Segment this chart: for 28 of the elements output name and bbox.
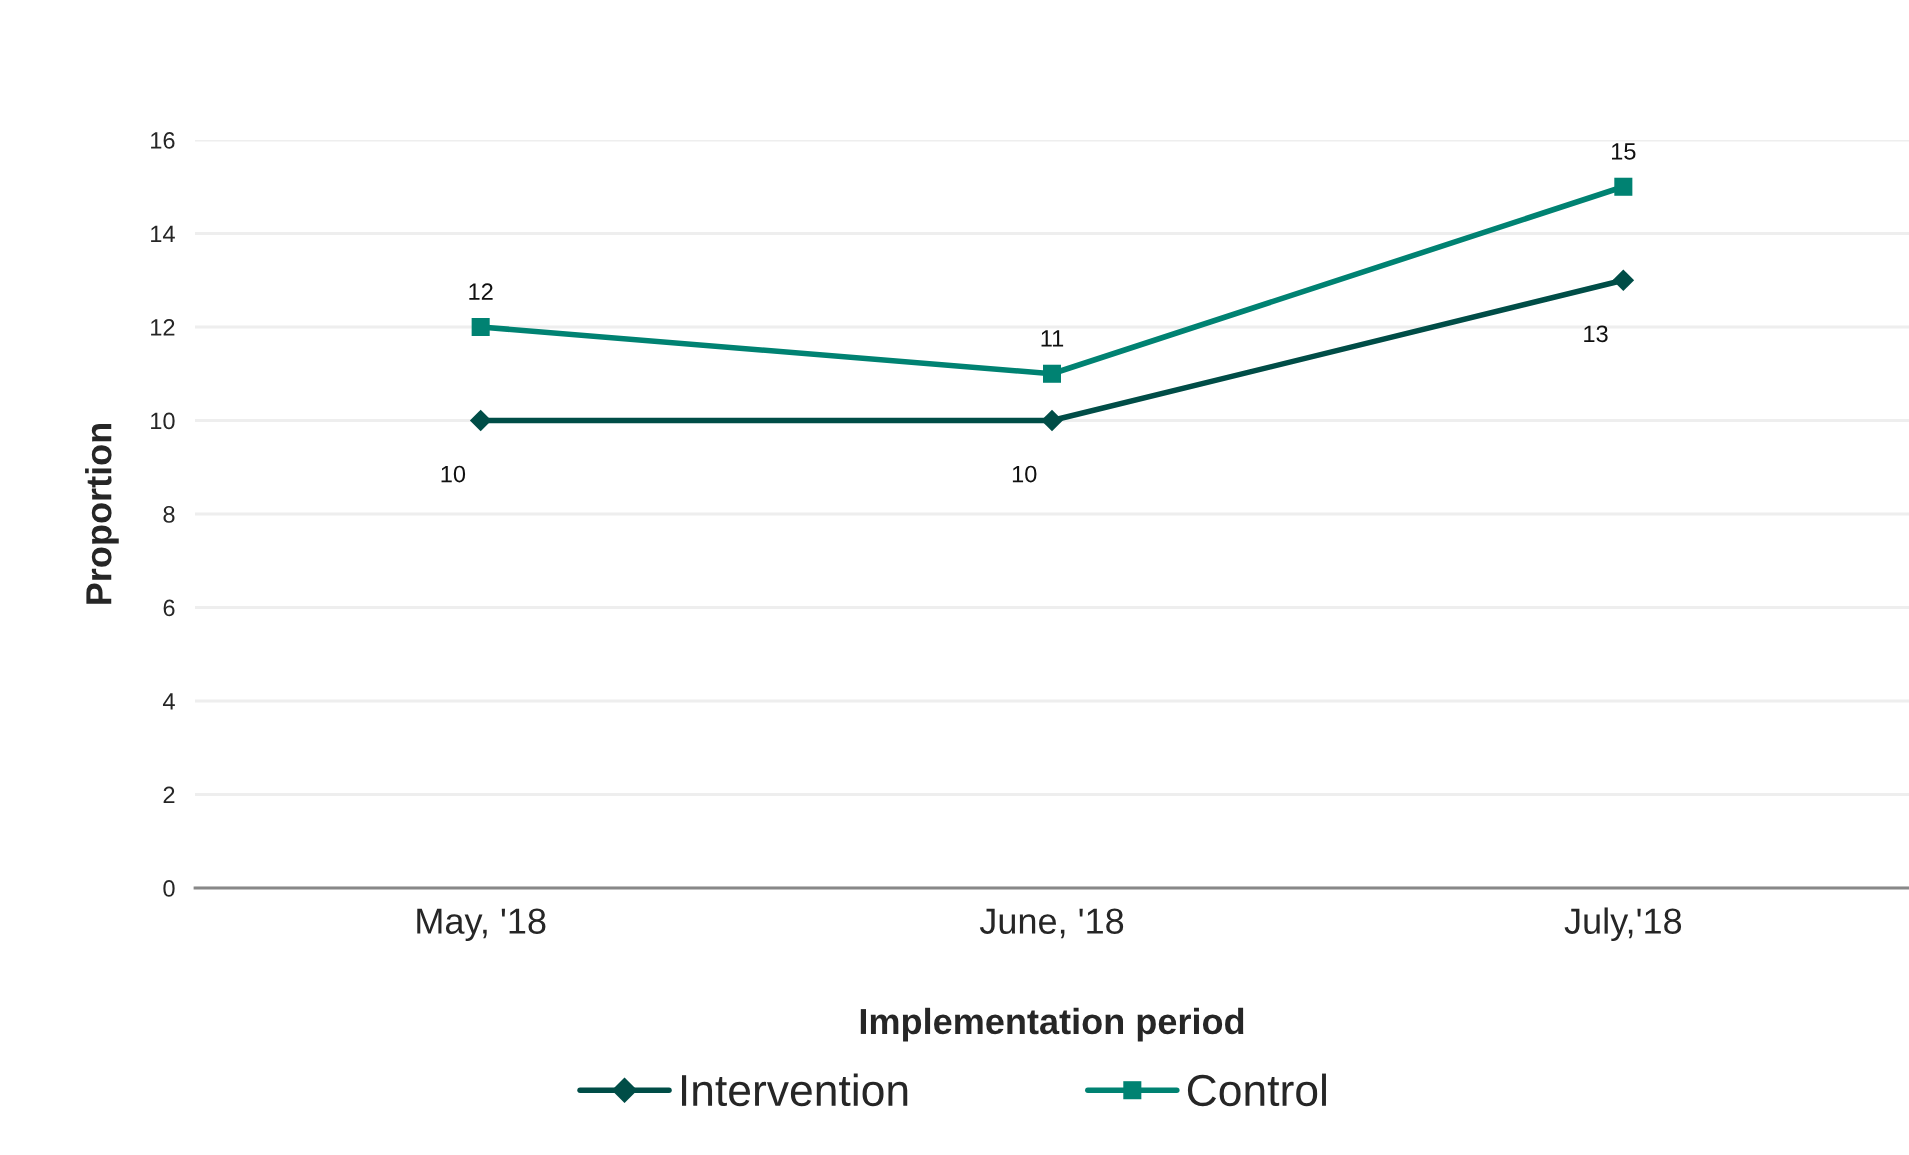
- legend-label: Control: [1187, 1073, 1326, 1107]
- data-label: 12: [469, 283, 493, 300]
- point: [1041, 409, 1063, 432]
- x-tick-label: June, '18: [979, 908, 1124, 939]
- y-tick-label: 16: [151, 132, 175, 149]
- x-tick-label: July,'18: [1564, 907, 1682, 942]
- point: [469, 409, 492, 432]
- y-tick-label: 2: [163, 786, 175, 804]
- y-axis-title: Proportion: [85, 423, 119, 604]
- point: [471, 317, 490, 337]
- data-label: 10: [1012, 465, 1037, 483]
- data-label: 10: [441, 465, 466, 483]
- data-label: 15: [1612, 143, 1636, 160]
- y-tick-label: 0: [163, 880, 175, 897]
- data-label: 13: [1584, 325, 1608, 343]
- y-tick-label: 8: [163, 506, 175, 523]
- point: [1612, 269, 1635, 292]
- y-tick-label: 14: [151, 225, 175, 243]
- point: [1042, 364, 1062, 383]
- y-tick-label: 10: [151, 412, 175, 430]
- legend-label: Intervention: [681, 1073, 908, 1107]
- x-tick-label: May, '18: [417, 908, 546, 942]
- x-axis-title: Implementation period: [860, 1007, 1244, 1042]
- y-tick-label: 6: [163, 599, 175, 617]
- y-tick-label: 12: [151, 319, 175, 336]
- point: [1614, 177, 1633, 196]
- y-tick-label: 4: [162, 693, 175, 710]
- data-label: 11: [1041, 330, 1064, 347]
